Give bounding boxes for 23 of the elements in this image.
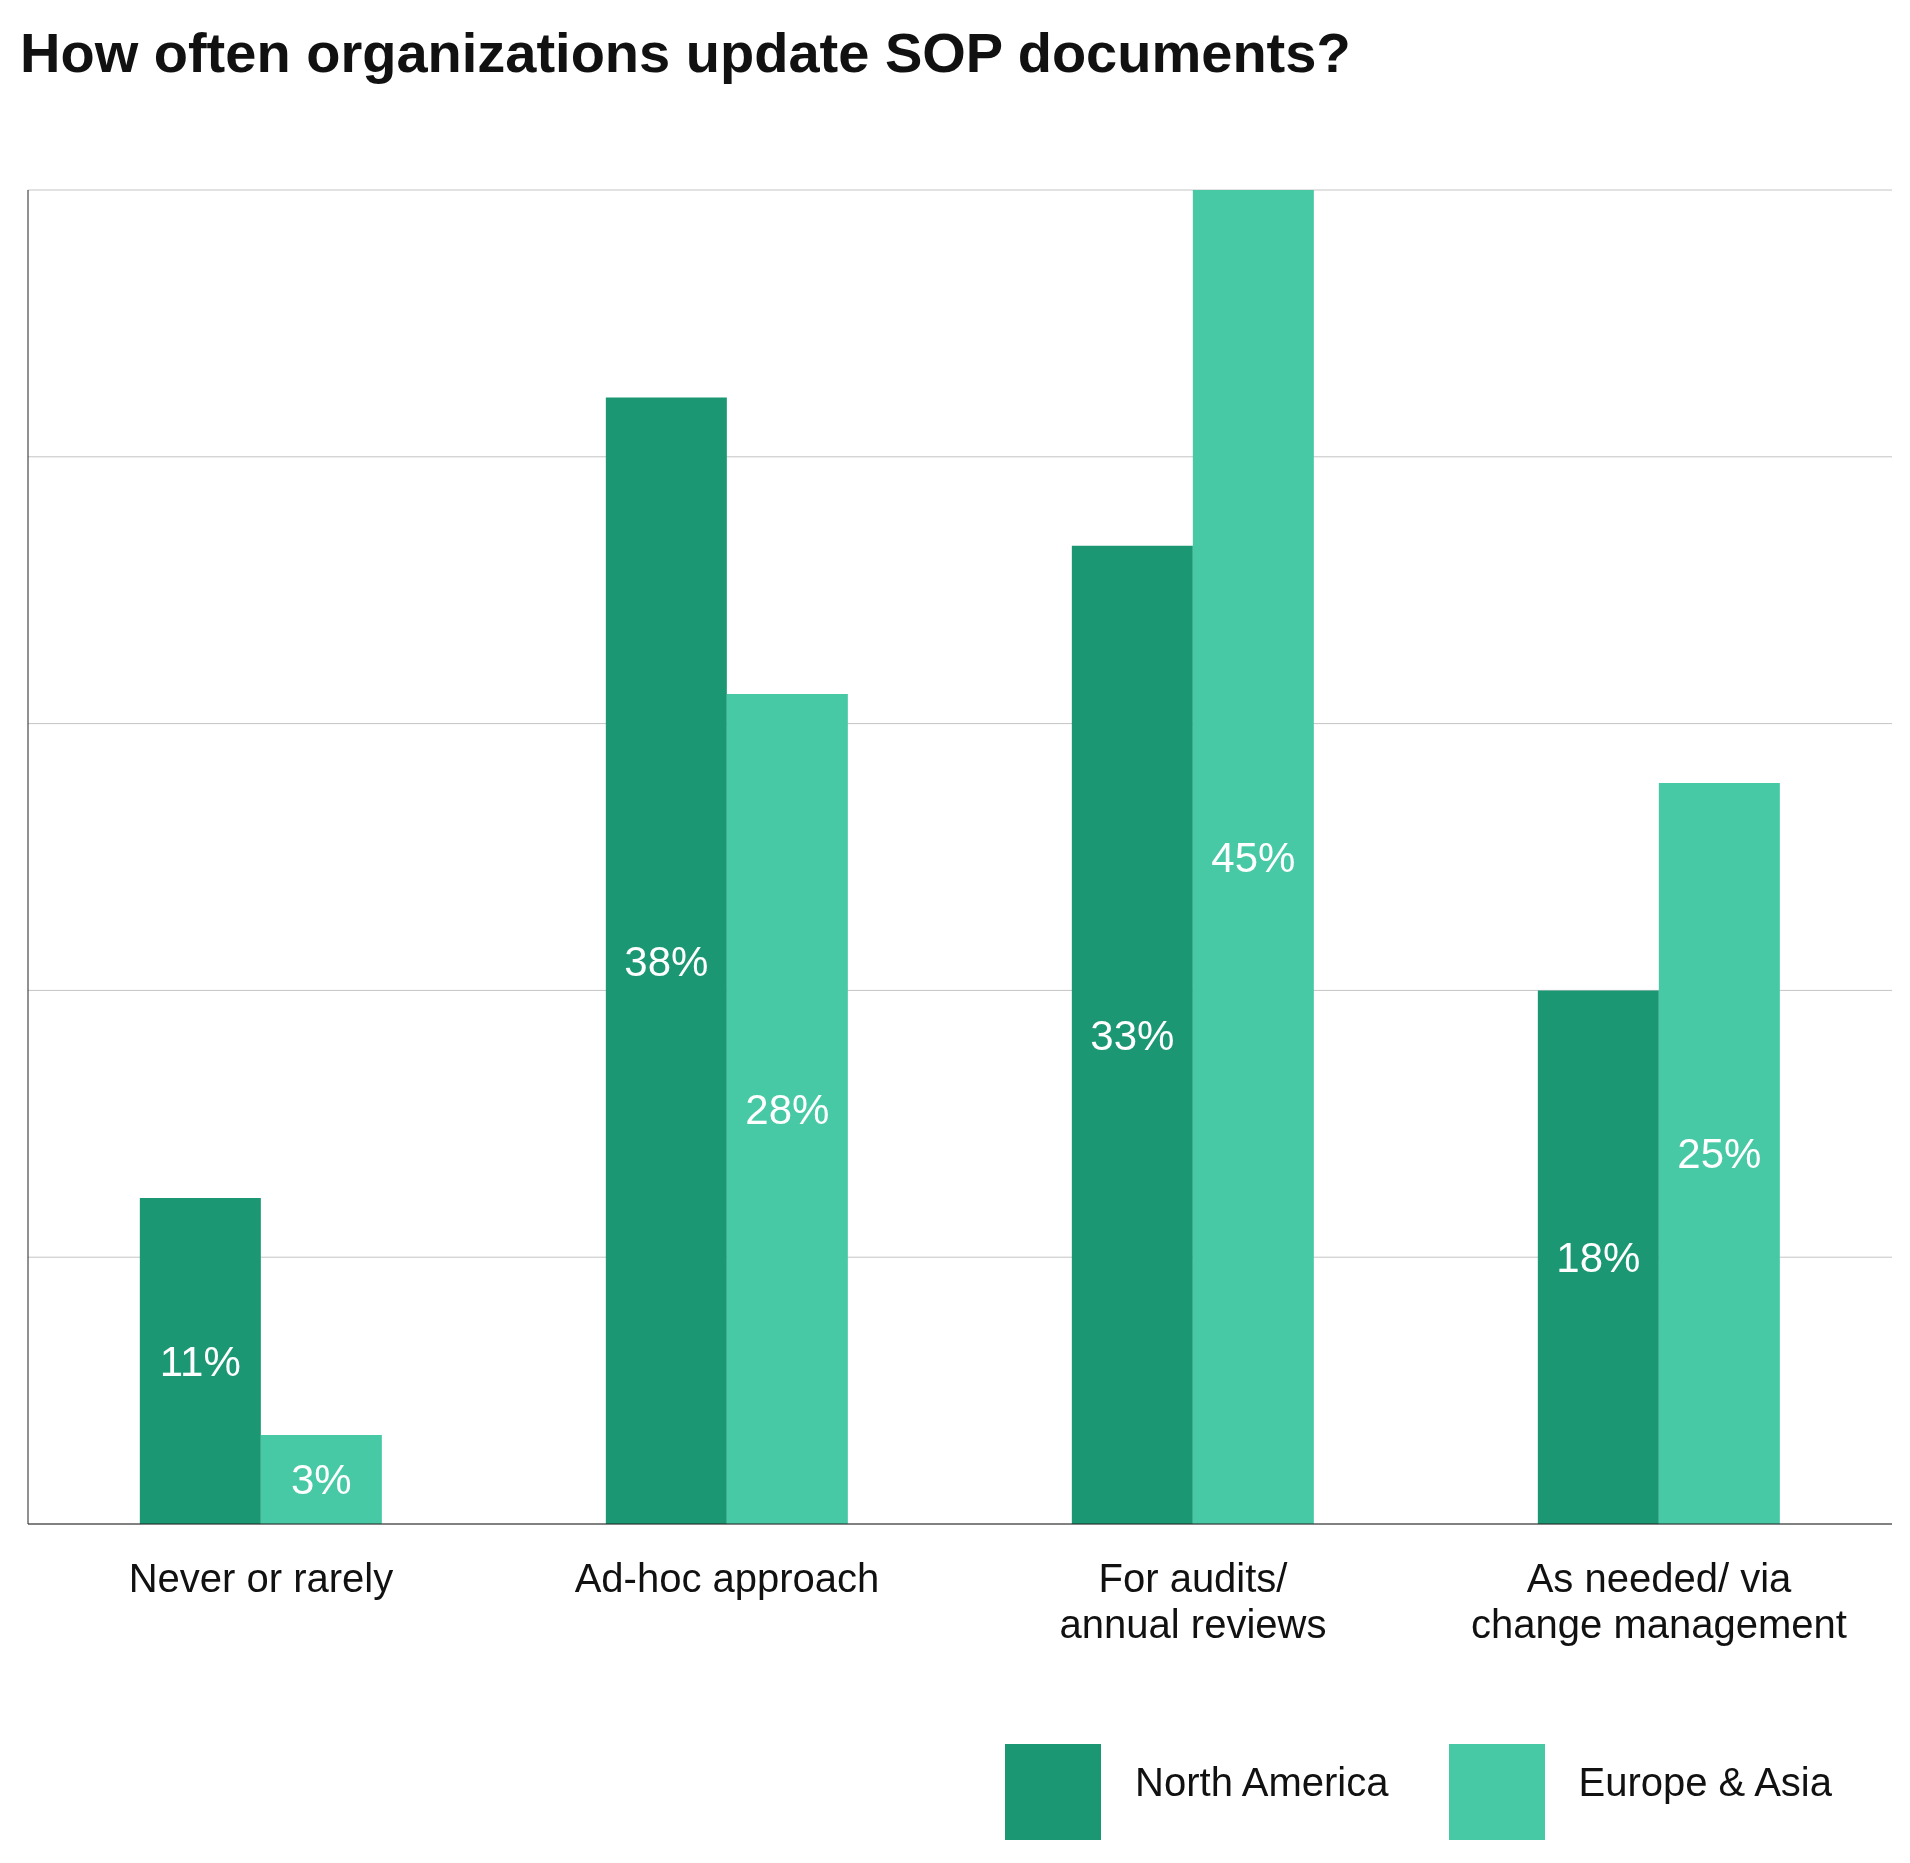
bar <box>605 397 727 1524</box>
x-tick-label: As needed/ via change management <box>1471 1556 1847 1646</box>
data-label: 3% <box>290 1456 352 1504</box>
x-tick-label: For audits/ annual reviews <box>1059 1556 1327 1646</box>
x-tick-label: Ad-hoc approach <box>574 1556 880 1600</box>
data-label: 45% <box>1211 833 1296 881</box>
data-label: 28% <box>745 1085 830 1133</box>
data-label: 38% <box>624 937 709 985</box>
data-label: 18% <box>1556 1234 1641 1282</box>
bar <box>1071 545 1193 1524</box>
data-label: 33% <box>1090 1011 1175 1059</box>
bar <box>726 693 848 1524</box>
data-label: 11% <box>159 1337 241 1385</box>
data-label: 25% <box>1677 1130 1762 1178</box>
x-tick-label: Never or rarely <box>128 1556 394 1600</box>
bar <box>260 1435 382 1524</box>
legend-label: North America <box>1135 1760 1389 1805</box>
bar <box>1658 782 1780 1524</box>
bar <box>1537 990 1659 1524</box>
legend-label: Europe & Asia <box>1578 1760 1832 1805</box>
bar <box>139 1197 261 1524</box>
bar <box>1192 190 1314 1524</box>
chart-title: How often organizations update SOP documents? <box>19 20 1352 86</box>
